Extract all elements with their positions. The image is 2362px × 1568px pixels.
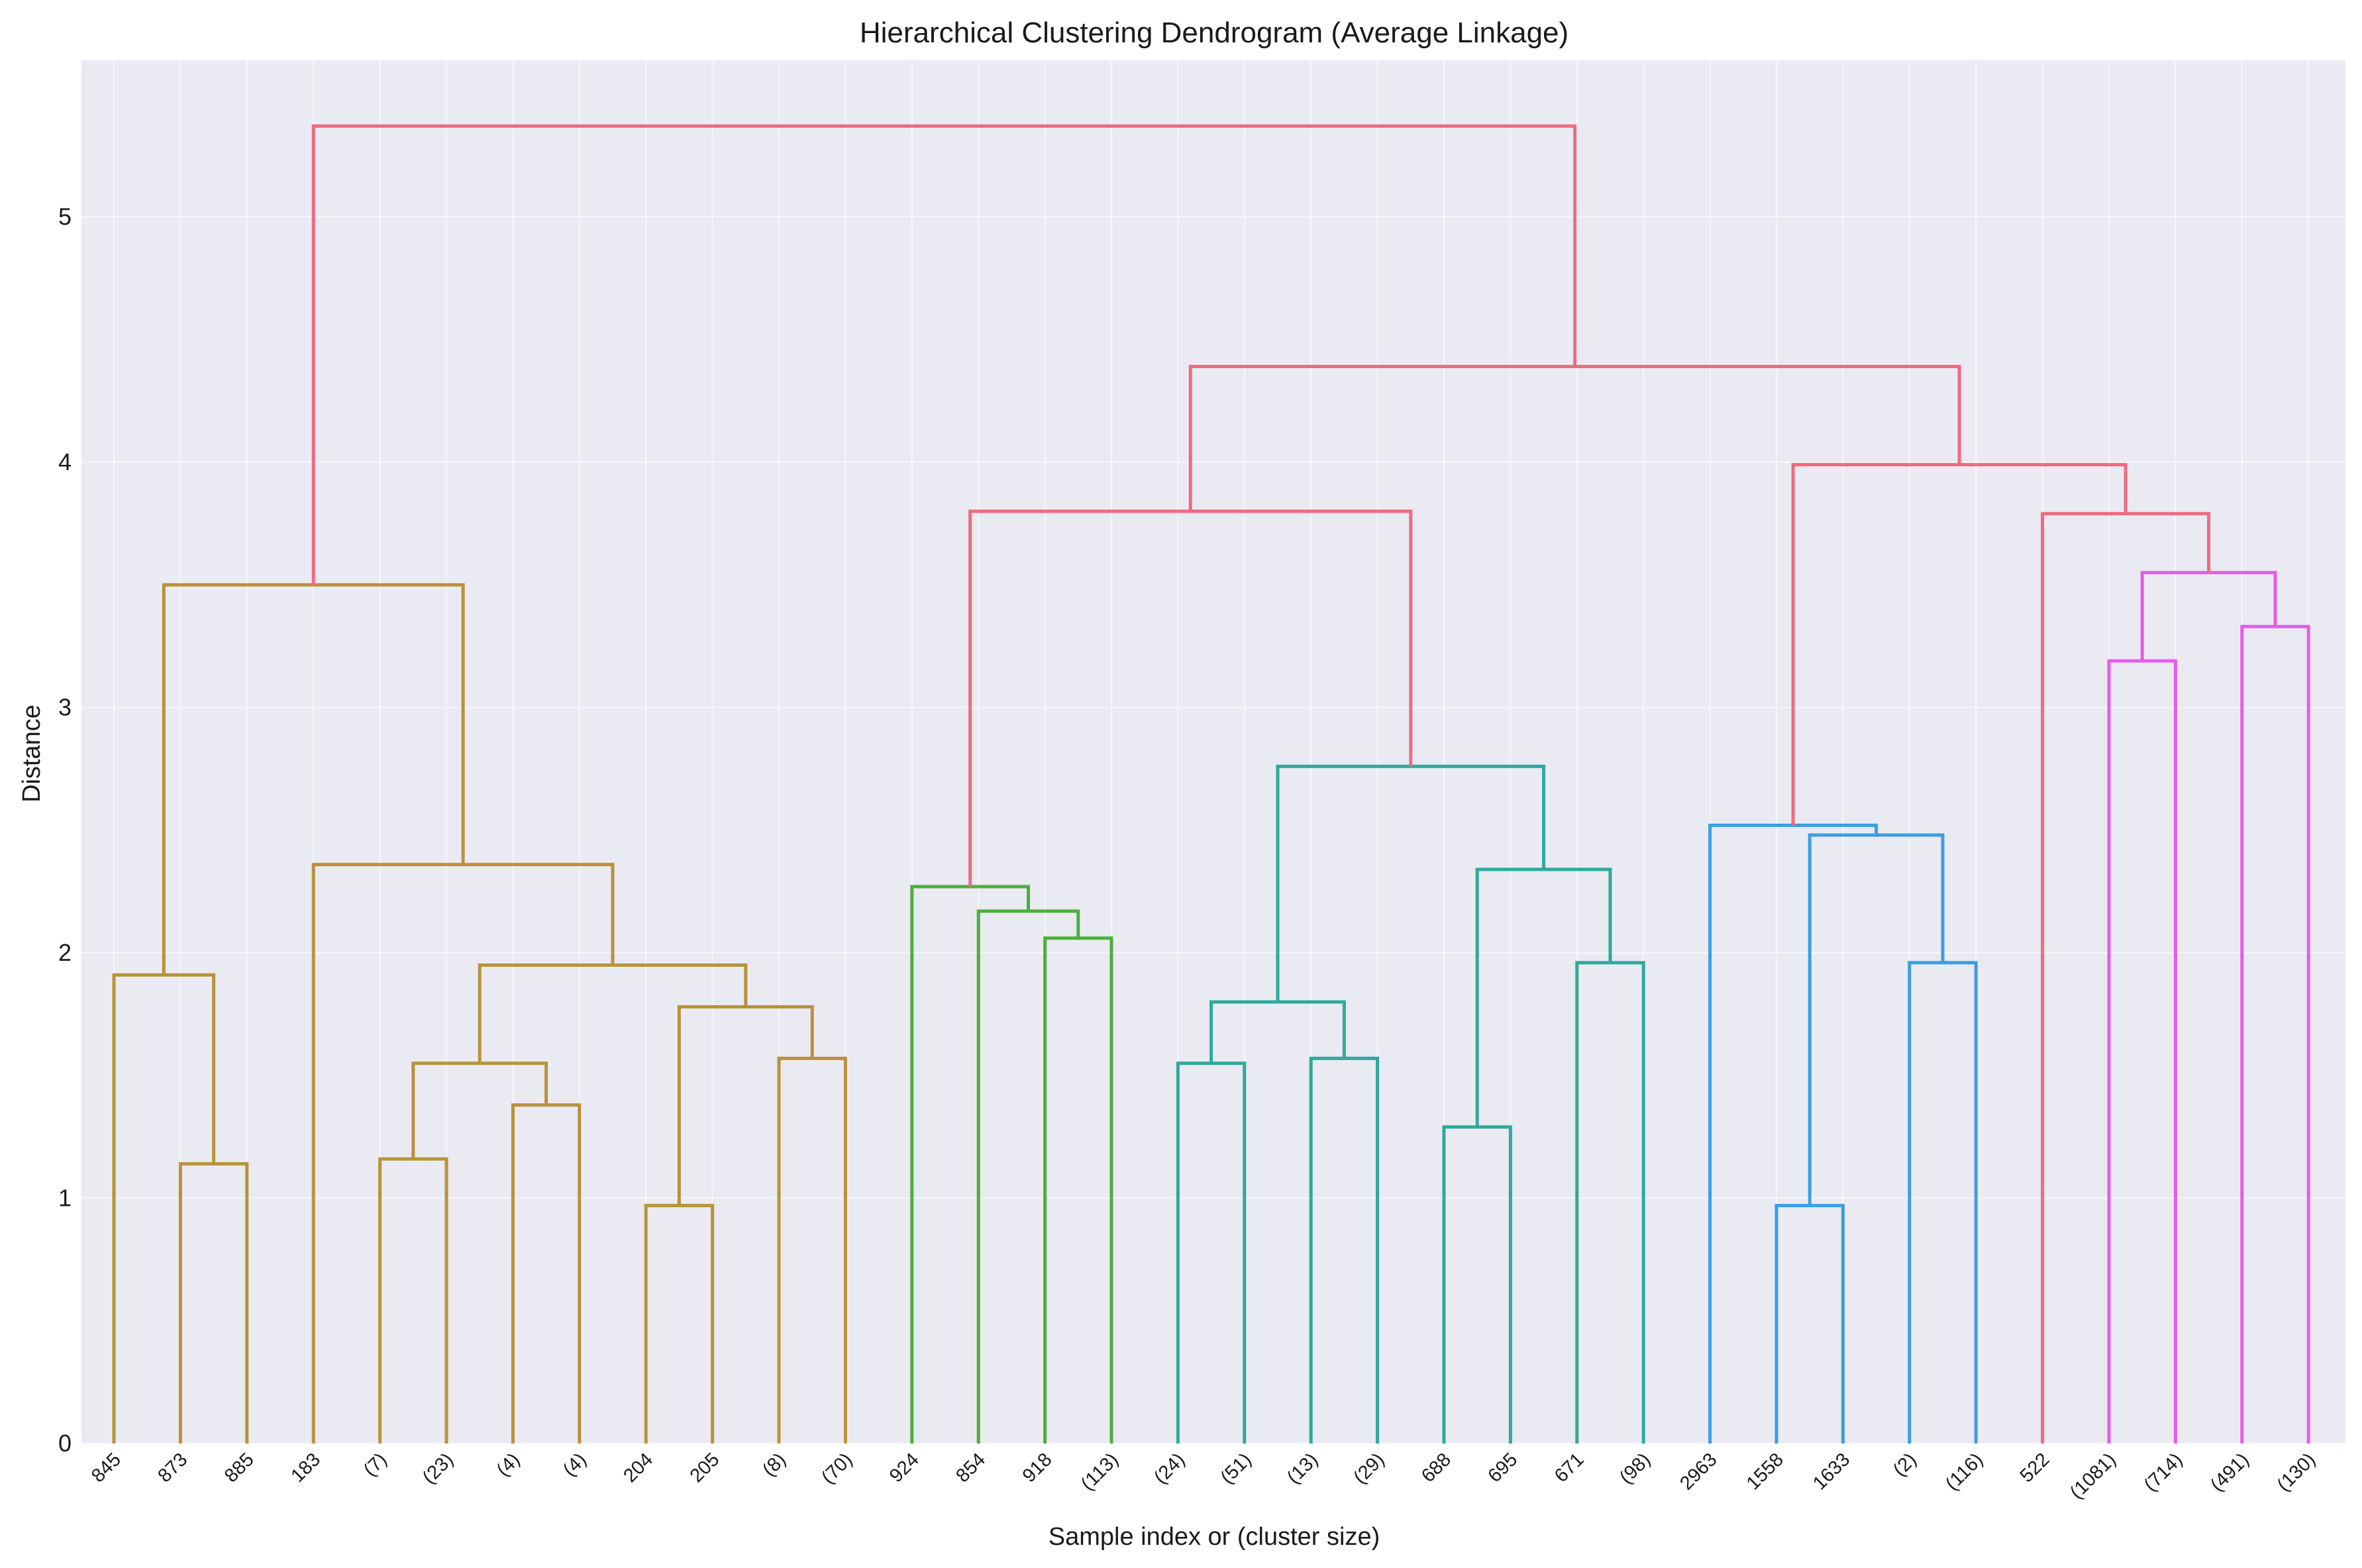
x-tick-label: (2)	[1889, 1449, 1921, 1481]
x-tick-label: 1633	[1809, 1449, 1854, 1494]
y-tick-label: 0	[58, 1430, 72, 1457]
dendrogram-link	[311, 124, 1577, 585]
x-tick-label: 204	[619, 1449, 657, 1487]
x-tick-label: (23)	[419, 1449, 458, 1488]
chart-title: Hierarchical Clustering Dendrogram (Aver…	[860, 17, 1568, 49]
y-tick-label: 1	[58, 1185, 72, 1212]
x-tick-label: 2963	[1676, 1449, 1721, 1494]
x-tick-label: (1081)	[2066, 1449, 2120, 1503]
dendrogram-link	[976, 909, 1080, 1444]
x-tick-label: (70)	[817, 1449, 856, 1488]
x-tick-label: 183	[287, 1449, 325, 1487]
x-tick-label: (491)	[2206, 1449, 2253, 1496]
x-tick-label: 854	[952, 1449, 990, 1487]
y-tick-label: 4	[58, 448, 72, 475]
x-tick-label: (113)	[1077, 1449, 1123, 1494]
x-tick-label: (13)	[1283, 1449, 1322, 1488]
x-tick-label: 1558	[1743, 1449, 1788, 1494]
x-tick-label: 688	[1417, 1449, 1455, 1487]
x-tick-label: 885	[221, 1449, 258, 1487]
y-tick-label: 5	[58, 203, 72, 230]
x-tick-label: (4)	[493, 1449, 525, 1481]
y-axis-label: Distance	[18, 705, 46, 803]
x-tick-label: (51)	[1217, 1449, 1256, 1488]
y-tick-label: 3	[58, 694, 72, 721]
x-axis-label: Sample index or (cluster size)	[1049, 1523, 1380, 1551]
x-tick-label: (8)	[758, 1449, 790, 1481]
dendrogram-links	[112, 124, 2310, 1444]
y-tick-label: 2	[58, 939, 72, 966]
x-tick-label: (4)	[559, 1449, 591, 1481]
x-tick-label: (29)	[1349, 1449, 1388, 1488]
y-axis-ticks: 0 1 2 3 4 5	[58, 203, 72, 1457]
x-tick-label: 671	[1551, 1449, 1588, 1487]
x-tick-label: 695	[1484, 1449, 1522, 1487]
x-tick-label: (116)	[1941, 1449, 1987, 1494]
plot-background	[81, 60, 2345, 1444]
x-tick-label: 924	[886, 1449, 923, 1487]
dendrogram-link	[478, 963, 748, 1063]
x-tick-label: (7)	[360, 1449, 391, 1481]
x-tick-label: 845	[87, 1449, 125, 1487]
x-tick-label: (714)	[2140, 1449, 2187, 1496]
x-axis-ticks: 845 873 885 183 (7) (23) (4) (4) 204 205 (8) (70) 92…	[87, 1449, 2320, 1503]
x-tick-label: (98)	[1616, 1449, 1655, 1488]
x-tick-label: 873	[154, 1449, 192, 1487]
x-tick-label: (24)	[1150, 1449, 1189, 1488]
x-tick-label: 205	[686, 1449, 724, 1487]
x-tick-label: (130)	[2273, 1449, 2320, 1496]
x-tick-label: 522	[2016, 1449, 2054, 1487]
x-tick-label: 918	[1019, 1449, 1056, 1487]
dendrogram-link	[1442, 1125, 1512, 1444]
